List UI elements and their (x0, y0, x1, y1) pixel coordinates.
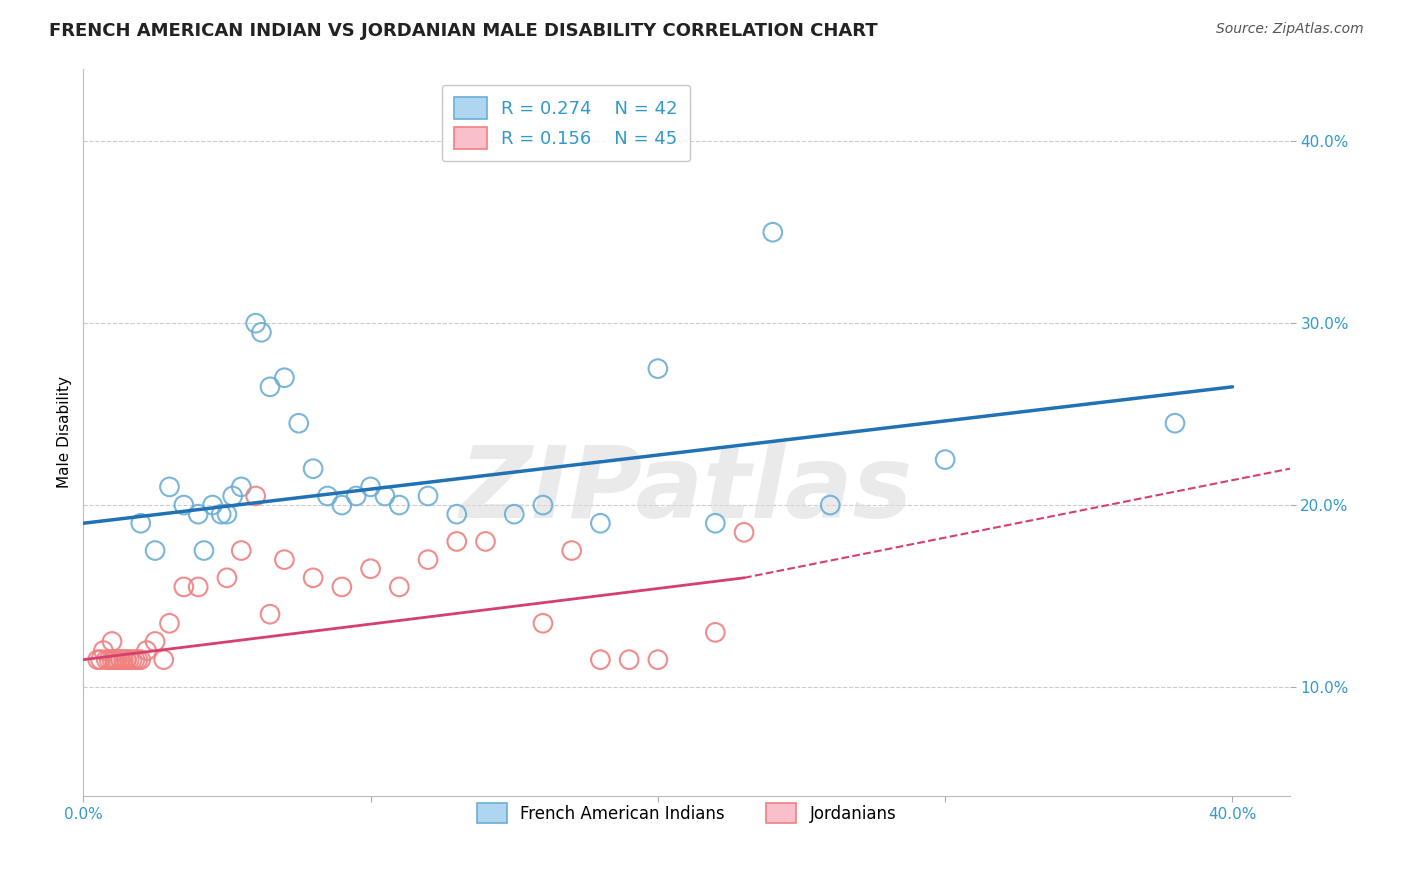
Point (360, 562, 382, 576)
Point (245, 316, 267, 330)
Text: Source: ZipAtlas.com: Source: ZipAtlas.com (1216, 22, 1364, 37)
Legend: French American Indians, Jordanians: French American Indians, Jordanians (465, 791, 908, 835)
Point (617, 653, 640, 667)
Point (259, 607, 281, 622)
Point (187, 507, 209, 521)
Point (273, 370, 295, 384)
Point (173, 498, 195, 512)
Point (446, 507, 468, 521)
Point (159, 480, 181, 494)
Text: ZIPatlas: ZIPatlas (460, 442, 912, 539)
Point (118, 653, 141, 667)
Point (446, 534, 468, 549)
Point (647, 653, 669, 667)
Point (135, 643, 157, 657)
Point (110, 653, 132, 667)
Point (374, 489, 396, 503)
Point (416, 552, 439, 566)
Point (193, 543, 215, 558)
Point (110, 653, 132, 667)
Point (124, 653, 146, 667)
Point (98, 653, 121, 667)
Point (531, 498, 554, 512)
Point (215, 507, 238, 521)
Point (121, 653, 143, 667)
Point (101, 653, 124, 667)
Point (388, 498, 411, 512)
Point (316, 489, 339, 503)
Point (302, 571, 325, 585)
Point (201, 498, 224, 512)
Point (733, 525, 755, 540)
Point (173, 580, 195, 594)
Point (330, 498, 353, 512)
Point (589, 653, 612, 667)
Point (96, 653, 118, 667)
Point (231, 543, 253, 558)
Point (104, 653, 127, 667)
Point (762, 225, 785, 239)
Point (704, 516, 727, 531)
Point (159, 616, 181, 631)
Point (589, 516, 612, 531)
Point (531, 616, 554, 631)
Point (503, 507, 526, 521)
Point (287, 416, 309, 430)
Point (245, 489, 267, 503)
Point (647, 361, 669, 376)
Point (250, 325, 273, 339)
Point (704, 625, 727, 640)
Point (143, 543, 166, 558)
Point (104, 653, 127, 667)
Point (187, 580, 209, 594)
Point (129, 653, 152, 667)
Point (231, 480, 253, 494)
Point (152, 653, 174, 667)
Point (273, 552, 295, 566)
Point (818, 498, 841, 512)
Point (934, 452, 956, 467)
Point (143, 634, 166, 648)
Point (129, 516, 152, 531)
Point (221, 489, 243, 503)
Y-axis label: Male Disability: Male Disability (58, 376, 72, 488)
Point (93, 643, 115, 657)
Point (101, 634, 124, 648)
Point (388, 580, 411, 594)
Text: FRENCH AMERICAN INDIAN VS JORDANIAN MALE DISABILITY CORRELATION CHART: FRENCH AMERICAN INDIAN VS JORDANIAN MALE… (49, 22, 877, 40)
Point (360, 480, 382, 494)
Point (86, 653, 108, 667)
Point (561, 543, 583, 558)
Point (115, 653, 138, 667)
Point (209, 507, 232, 521)
Point (215, 571, 238, 585)
Point (89, 653, 111, 667)
Point (107, 653, 129, 667)
Point (474, 534, 496, 549)
Point (302, 461, 325, 475)
Point (344, 489, 367, 503)
Point (127, 653, 149, 667)
Point (115, 653, 138, 667)
Point (416, 489, 439, 503)
Point (330, 580, 353, 594)
Point (259, 380, 281, 394)
Point (1164, 416, 1187, 430)
Point (112, 653, 135, 667)
